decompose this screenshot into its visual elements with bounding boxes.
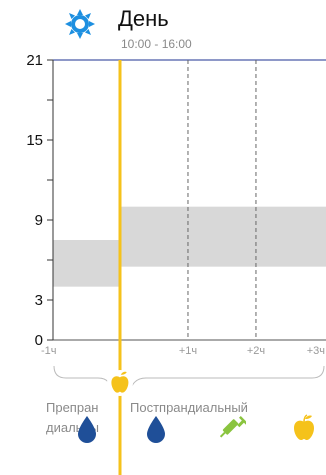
insulin-pen-icon[interactable] <box>220 413 246 443</box>
page-title: День <box>118 6 169 31</box>
y-tick-label: 0 <box>35 332 43 349</box>
meal-apple-icon[interactable] <box>107 370 133 396</box>
x-tick-label: +3ч <box>307 345 325 357</box>
preprandial-brace <box>53 365 111 387</box>
x-tick-label: +2ч <box>247 345 265 357</box>
target-range-band <box>120 206 326 267</box>
y-tick-label: 3 <box>35 292 43 309</box>
blood-drop-icon[interactable] <box>76 415 98 443</box>
apple-icon[interactable] <box>292 413 316 441</box>
blood-drop-icon[interactable] <box>145 415 167 443</box>
header: День 10:00 - 16:00 <box>0 0 326 56</box>
x-tick-label: -1ч <box>41 345 57 357</box>
y-tick-label: 15 <box>26 132 43 149</box>
sun-icon <box>65 9 95 39</box>
postprandial-brace <box>131 365 325 387</box>
x-tick-label: +1ч <box>179 345 197 357</box>
target-range-band <box>53 240 120 287</box>
y-tick-label: 9 <box>35 212 43 229</box>
postprandial-label: Постпрандиальный <box>130 400 248 415</box>
y-tick-label: 21 <box>26 52 43 69</box>
time-range: 10:00 - 16:00 <box>121 37 192 51</box>
preprandial-label-line1: Препран <box>46 400 99 415</box>
